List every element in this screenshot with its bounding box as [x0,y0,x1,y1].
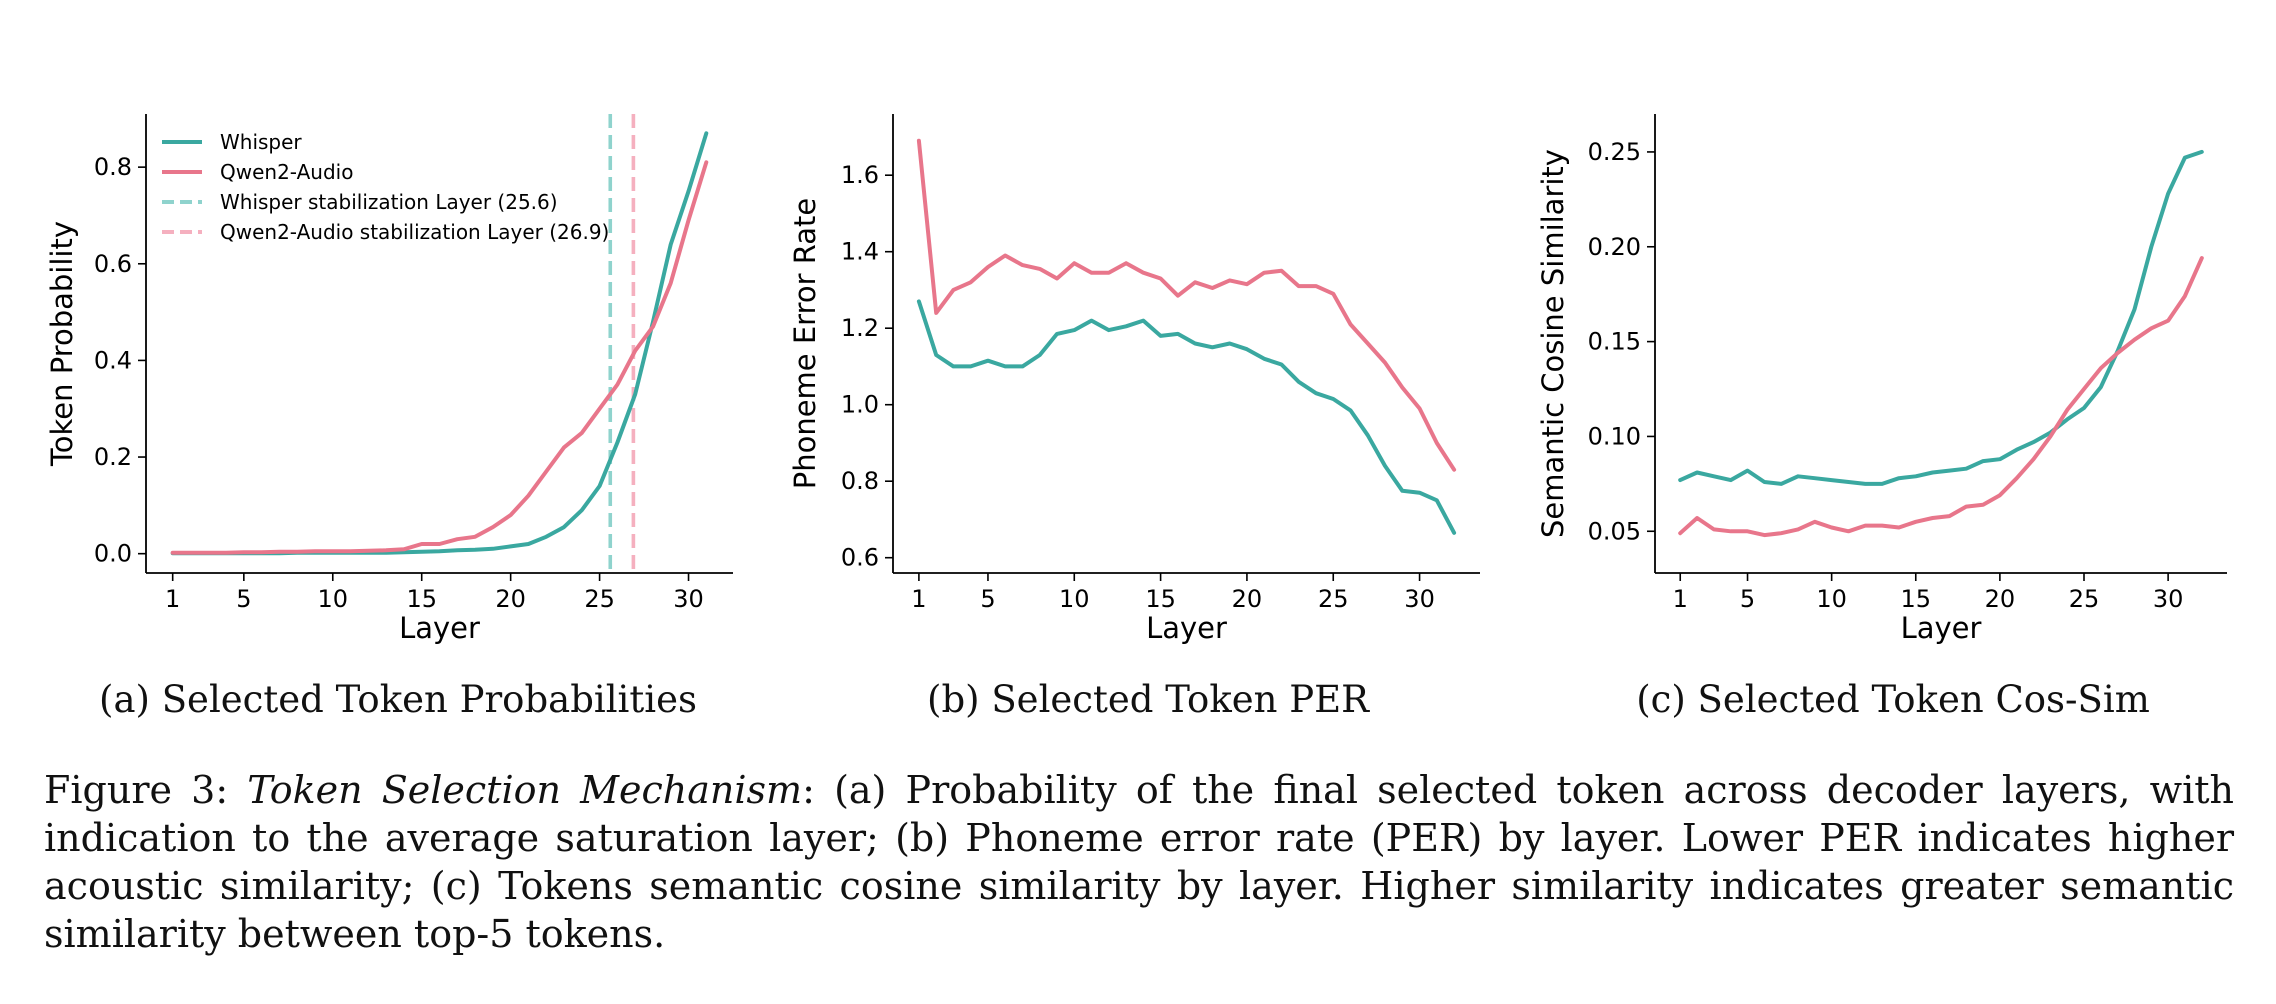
x-tick-label: 20 [495,585,526,613]
y-tick-label: 0.10 [1588,422,1641,450]
y-tick-label: 0.4 [94,346,132,374]
x-axis-label: Layer [399,611,480,645]
y-tick-label: 0.6 [841,544,879,572]
figure-caption: Figure 3: Token Selection Mechanism: (a)… [44,766,2234,958]
subcaption-a: (a) Selected Token Probabilities [99,678,697,721]
y-tick-label: 0.05 [1588,517,1641,545]
chart-b: 1 5 10 15 20 25 300.60.81.01.21.41.6LayerPhone… [788,114,1480,645]
x-tick-label: 10 [317,585,348,613]
y-tick-label: 1.4 [841,238,879,266]
x-tick-label: 10 [1816,585,1847,613]
x-axis-label: Layer [1901,611,1982,645]
y-tick-label: 1.6 [841,161,879,189]
x-tick-label: 15 [1145,585,1176,613]
x-tick-label: 30 [673,585,704,613]
x-tick-label: 20 [1985,585,2016,613]
y-tick-label: 0.15 [1588,328,1641,356]
y-tick-label: 0.6 [94,250,132,278]
x-tick-label: 5 [1740,585,1755,613]
x-tick-label: 1 [911,585,926,613]
series-line-qwen2-audio [916,138,1457,472]
x-tick-label: 1 [165,585,180,613]
x-tick-label: 25 [1318,585,1349,613]
x-tick-label: 20 [1232,585,1263,613]
y-tick-label: 1.2 [841,314,879,342]
y-axis-label: Semantic Cosine Similarity [1536,149,1570,538]
legend-entry: Whisper [220,130,302,154]
x-tick-label: 10 [1059,585,1090,613]
caption-title: Token Selection Mechanism [247,768,803,812]
chart-c: 1 5 10 15 20 25 300.050.100.150.200.25LayerSem… [1536,114,2227,645]
x-tick-label: 25 [2069,585,2100,613]
series-line-qwen2-audio [170,160,709,555]
series-line-whisper [1678,149,2204,486]
caption-body: : (a) Probability of the final selected … [44,768,2235,956]
x-tick-label: 30 [2153,585,2184,613]
x-tick-label: 1 [1673,585,1688,613]
y-tick-label: 0.20 [1588,233,1641,261]
legend: Whisper Qwen2-Audio Whisper stabilization … [162,130,609,244]
x-axis-label: Layer [1146,611,1227,645]
y-tick-label: 0.8 [841,467,879,495]
x-tick-label: 15 [1900,585,1931,613]
caption-label: Figure 3: [44,768,248,812]
y-tick-label: 1.0 [841,391,879,419]
y-axis-label: Phoneme Error Rate [788,198,822,490]
x-tick-label: 25 [584,585,615,613]
x-tick-label: 5 [980,585,995,613]
x-tick-label: 15 [406,585,437,613]
y-tick-label: 0.2 [94,443,132,471]
y-tick-label: 0.8 [94,153,132,181]
x-tick-label: 5 [236,585,251,613]
legend-entry: Qwen2-Audio [220,160,353,184]
x-tick-label: 30 [1404,585,1435,613]
y-tick-label: 0.25 [1588,138,1641,166]
series-line-qwen2-audio [1678,256,2204,538]
y-tick-label: 0.0 [94,540,132,568]
subcaption-b: (b) Selected Token PER [927,678,1369,721]
legend-entry: Qwen2-Audio stabilization Layer (26.9) [220,220,609,244]
legend-entry: Whisper stabilization Layer (25.6) [220,190,558,214]
y-axis-label: Token Probability [45,221,79,467]
subcaption-c: (c) Selected Token Cos-Sim [1636,678,2150,721]
series-line-whisper [916,299,1457,535]
